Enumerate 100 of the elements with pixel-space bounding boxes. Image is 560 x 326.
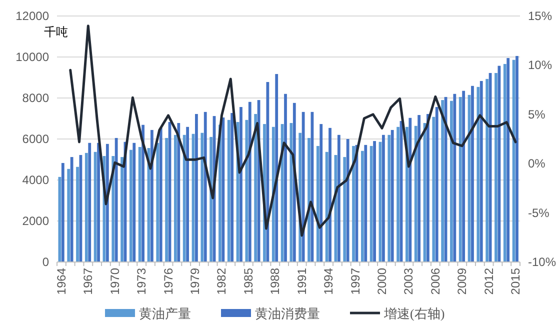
bar [458, 96, 462, 262]
bar [320, 124, 323, 262]
bar [503, 64, 506, 262]
bar [186, 126, 190, 262]
y2-tick-label: 0% [528, 156, 546, 171]
bar [165, 138, 168, 262]
bar [426, 114, 430, 262]
bar [142, 124, 144, 262]
bar [390, 130, 394, 262]
y2-tick-label: 5% [528, 107, 546, 122]
legend-label: 增速(右轴) [383, 306, 445, 321]
bar [248, 102, 252, 262]
bar [328, 128, 332, 262]
y-tick-label: 2000 [22, 214, 50, 228]
bar [388, 134, 391, 262]
bar [174, 134, 177, 262]
x-tick-label: 1967 [81, 268, 96, 295]
x-tick-label: 1988 [268, 268, 282, 295]
bar [480, 80, 483, 262]
bar [222, 117, 225, 262]
bar [414, 126, 418, 262]
legend-label: 黄油消费量 [255, 306, 320, 321]
bar [177, 123, 180, 262]
x-tick-label: 1994 [322, 268, 336, 295]
legend-label: 黄油产量 [139, 306, 191, 321]
x-tick-label: 1997 [348, 268, 362, 295]
bar [88, 142, 92, 262]
bar [97, 142, 100, 262]
bar [435, 107, 438, 262]
bar [302, 112, 305, 262]
bar [132, 142, 136, 262]
bar [450, 100, 453, 262]
bar [230, 112, 234, 262]
x-tick-label: 1976 [161, 268, 176, 295]
bar [94, 152, 97, 262]
y-axis-title: 千吨 [44, 25, 68, 39]
bar [61, 162, 64, 262]
bar [67, 168, 70, 262]
bar [373, 141, 376, 262]
bar [245, 120, 248, 262]
bar [150, 130, 154, 262]
bar [453, 94, 456, 262]
bar [254, 114, 258, 262]
bar [316, 146, 320, 262]
bar [408, 118, 412, 262]
x-tick-label: 2015 [508, 268, 523, 295]
bar [70, 157, 74, 262]
bar [284, 94, 287, 262]
bar [360, 150, 364, 262]
x-tick-label: 2012 [482, 268, 496, 295]
bar [346, 139, 350, 262]
bar [114, 138, 118, 262]
x-tick-label: 1985 [241, 268, 256, 295]
bar [240, 107, 242, 262]
bar [182, 134, 186, 262]
y2-tick-label: -5% [528, 206, 550, 220]
y-tick-label: 4000 [22, 173, 50, 187]
y-tick-label: 8000 [22, 91, 50, 105]
x-tick-label: 1964 [54, 268, 68, 295]
x-tick-label: 1991 [294, 268, 309, 295]
bar [210, 136, 213, 262]
bar [396, 126, 400, 262]
x-tick-label: 2006 [428, 268, 442, 295]
x-tick-label: 1970 [108, 268, 122, 295]
bar [129, 150, 132, 262]
bar [159, 128, 162, 262]
bar [325, 152, 328, 262]
bar [275, 74, 278, 262]
bar [120, 157, 124, 262]
y-tick-label: 6000 [22, 132, 50, 146]
bar [195, 114, 198, 262]
bar [138, 146, 142, 262]
bar [200, 132, 204, 262]
bar [471, 86, 474, 262]
y2-tick-label: -10% [528, 255, 556, 269]
bar [506, 58, 510, 262]
y-tick-label: 12000 [16, 9, 50, 23]
y-tick-label: 0 [42, 255, 50, 269]
bar [382, 134, 385, 262]
line-series [69, 24, 517, 237]
x-tick-label: 1973 [134, 268, 149, 295]
x-tick-label: 2000 [374, 268, 389, 295]
bar [441, 100, 444, 262]
bar [343, 157, 346, 262]
bar [370, 146, 373, 262]
bar [498, 66, 501, 262]
y2-tick-label: 15% [528, 9, 552, 23]
bar [227, 120, 230, 262]
bar [266, 82, 270, 262]
bar [156, 142, 160, 262]
bar [462, 90, 466, 262]
x-tick-label: 1979 [188, 268, 202, 295]
bar [204, 112, 207, 262]
bar [516, 56, 518, 262]
bar [84, 152, 88, 262]
x-tick-label: 1982 [214, 268, 229, 295]
bar [432, 116, 436, 262]
bar [364, 144, 368, 262]
bar [476, 86, 480, 262]
bar [418, 115, 421, 262]
